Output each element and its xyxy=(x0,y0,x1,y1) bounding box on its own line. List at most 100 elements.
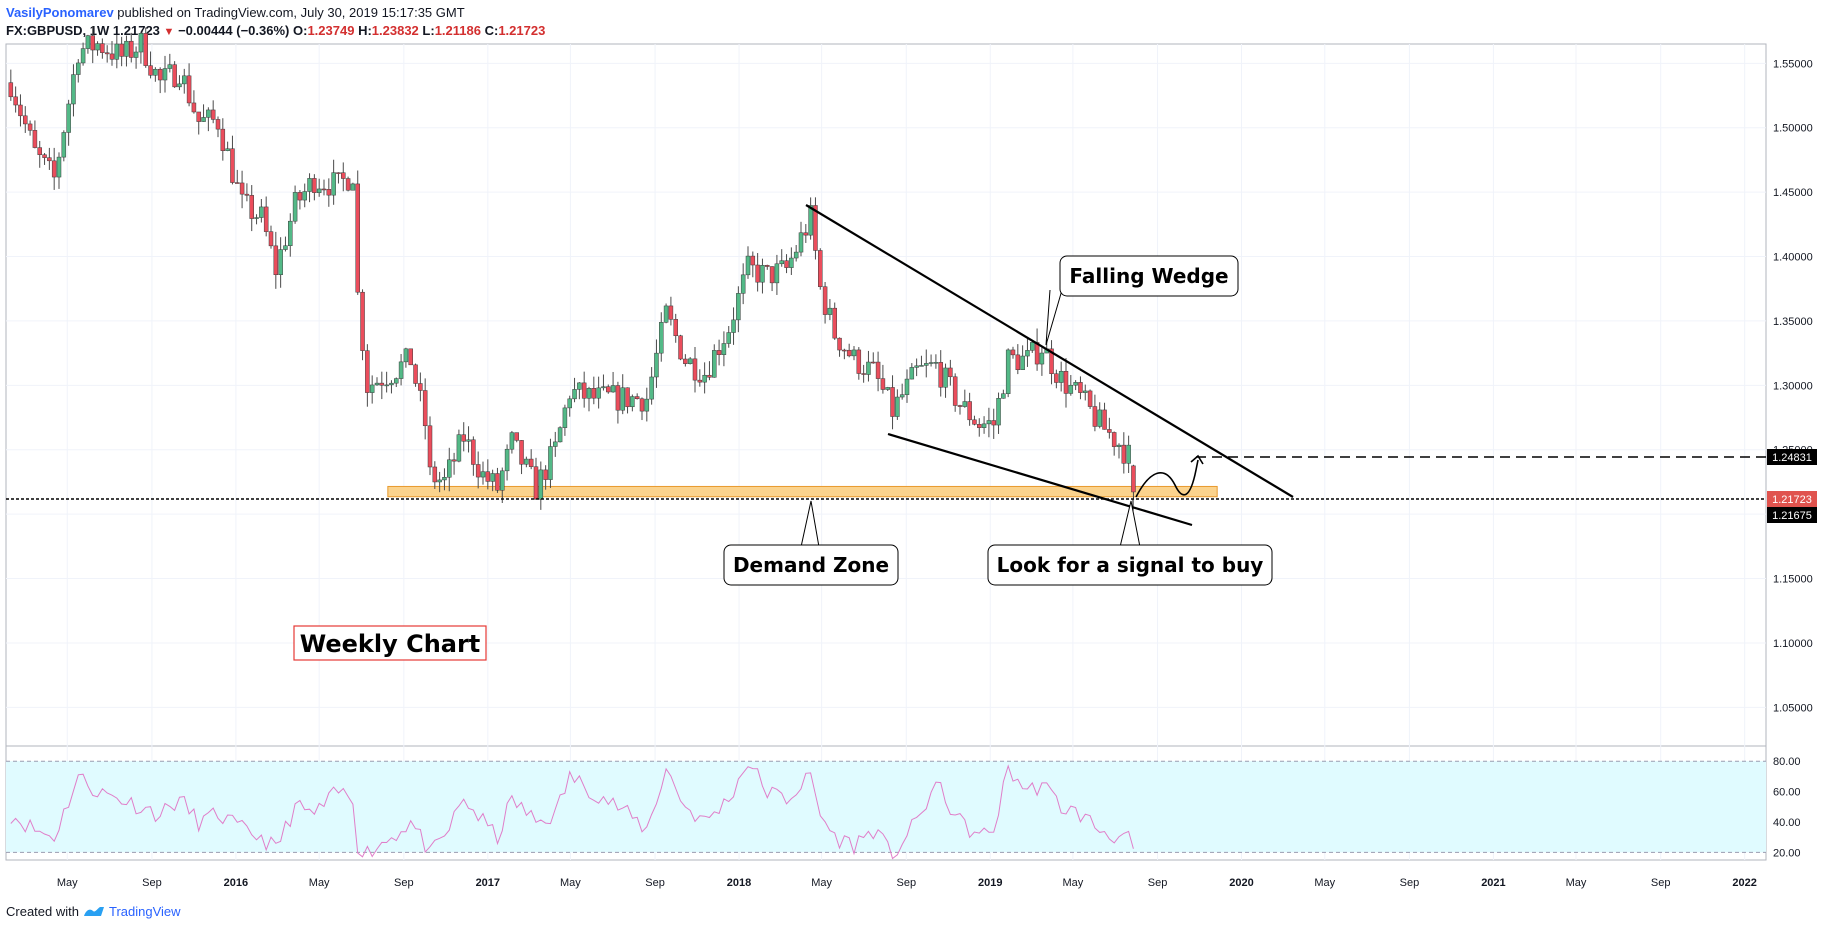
candle-body xyxy=(769,266,775,284)
candle-body xyxy=(1049,348,1054,374)
weekly-chart-label-box[interactable]: Weekly Chart xyxy=(293,625,487,661)
candle-body xyxy=(148,65,153,76)
time-tick-label: 2018 xyxy=(727,877,751,889)
candle-body xyxy=(803,232,809,236)
candle-body xyxy=(124,40,129,57)
candle-body xyxy=(779,260,784,265)
time-tick-label: May xyxy=(1062,877,1083,889)
candle-body xyxy=(1039,352,1045,365)
author-link[interactable]: VasilyPonomarev xyxy=(6,5,114,20)
falling-wedge-callout-box xyxy=(1059,255,1239,297)
candles xyxy=(8,26,1136,510)
signal-callout[interactable]: Look for a signal to buy xyxy=(987,500,1273,586)
candle-body xyxy=(100,43,105,53)
candle-body xyxy=(1063,370,1069,394)
candle-body xyxy=(890,387,895,417)
time-tick-label: 2019 xyxy=(978,877,1002,889)
candle-body xyxy=(1025,350,1030,357)
candle-body xyxy=(784,260,789,268)
candle-body xyxy=(1005,349,1011,394)
time-tick-label: May xyxy=(1314,877,1335,889)
drawings[interactable]: Falling Wedge Demand Zone Look for a sig… xyxy=(6,204,1766,661)
candle-body xyxy=(962,401,968,407)
symbol-label[interactable]: FX:GBPUSD, 1W xyxy=(6,23,110,38)
candle-body xyxy=(104,52,110,55)
candle-body xyxy=(948,367,953,378)
wedge-lower-trendline[interactable] xyxy=(887,432,1193,527)
candle-body xyxy=(514,432,519,441)
candle-body xyxy=(47,157,52,162)
candle-body xyxy=(1010,349,1016,356)
candle-body xyxy=(8,82,14,98)
candle-body xyxy=(138,33,144,53)
candle-body xyxy=(644,398,650,412)
candle-body xyxy=(480,471,486,478)
candle-body xyxy=(475,464,481,478)
demand-zone-callout[interactable]: Demand Zone xyxy=(723,500,899,586)
price-tick-label: 1.30000 xyxy=(1773,380,1813,392)
last-price: 1.21723 xyxy=(112,23,160,38)
candle-body xyxy=(32,130,38,148)
candle-body xyxy=(659,322,664,354)
candle-body xyxy=(938,362,943,388)
candle-body xyxy=(210,109,216,120)
candle-body xyxy=(235,182,240,184)
candle-body xyxy=(591,388,597,399)
open-label: O: xyxy=(293,23,308,38)
wedge-upper-trendline[interactable] xyxy=(805,204,1294,498)
weekly-chart-label: Weekly Chart xyxy=(300,630,481,658)
candle-body xyxy=(716,350,722,355)
rsi-tick-label: 80.00 xyxy=(1773,756,1801,768)
candle-body xyxy=(1126,444,1131,464)
candle-body xyxy=(601,386,606,389)
falling-wedge-callout[interactable]: Falling Wedge xyxy=(1045,255,1239,346)
candle-body xyxy=(389,382,394,386)
tradingview-link[interactable]: TradingView xyxy=(108,904,181,919)
candle-body xyxy=(880,378,886,390)
created-with-text: Created with xyxy=(6,904,79,919)
candle-body xyxy=(268,231,274,247)
candle-body xyxy=(432,466,438,483)
candle-body xyxy=(750,255,756,266)
candle-body xyxy=(967,401,972,421)
candle-body xyxy=(581,382,587,399)
candle-body xyxy=(133,51,139,58)
candle-body xyxy=(524,458,529,465)
candle-body xyxy=(740,274,746,294)
candle-body xyxy=(1058,370,1064,383)
candle-body xyxy=(76,62,81,75)
candle-body xyxy=(1030,342,1035,351)
candle-body xyxy=(413,364,418,384)
demand-zone-fill[interactable] xyxy=(387,485,1218,498)
candle-body xyxy=(904,378,910,395)
candle-body xyxy=(177,83,182,88)
candle-body xyxy=(924,363,929,366)
price-axis[interactable]: 1.55000 1.50000 1.45000 1.40000 1.35000 1.300… xyxy=(1773,58,1813,714)
candle-body xyxy=(692,358,698,381)
candle-body xyxy=(798,232,804,253)
candle-body xyxy=(977,424,982,428)
candle-body xyxy=(606,386,611,393)
last-price-badge-text: 1.21723 xyxy=(1772,494,1812,506)
candle-body xyxy=(71,74,76,105)
candle-body xyxy=(114,43,120,60)
candle-body xyxy=(461,434,466,442)
demand-zone-label: Demand Zone xyxy=(733,553,889,577)
time-axis[interactable]: May Sep 2016 May Sep 2017 May Sep 2018 May Sep 2019… xyxy=(57,877,1757,889)
candle-body xyxy=(345,178,351,191)
high-label: H: xyxy=(358,23,372,38)
candle-body xyxy=(191,102,197,113)
candle-body xyxy=(1131,465,1136,493)
candle-body xyxy=(1015,354,1021,370)
candle-body xyxy=(485,471,491,482)
candle-body xyxy=(842,349,847,352)
candle-body xyxy=(51,160,57,178)
candle-body xyxy=(630,396,635,408)
demand-zone-rect[interactable] xyxy=(387,485,1218,498)
candle-body xyxy=(972,419,977,425)
candle-body xyxy=(639,398,645,412)
time-tick-label: 2017 xyxy=(476,877,500,889)
candle-body xyxy=(215,119,221,130)
candle-body xyxy=(1068,384,1074,394)
